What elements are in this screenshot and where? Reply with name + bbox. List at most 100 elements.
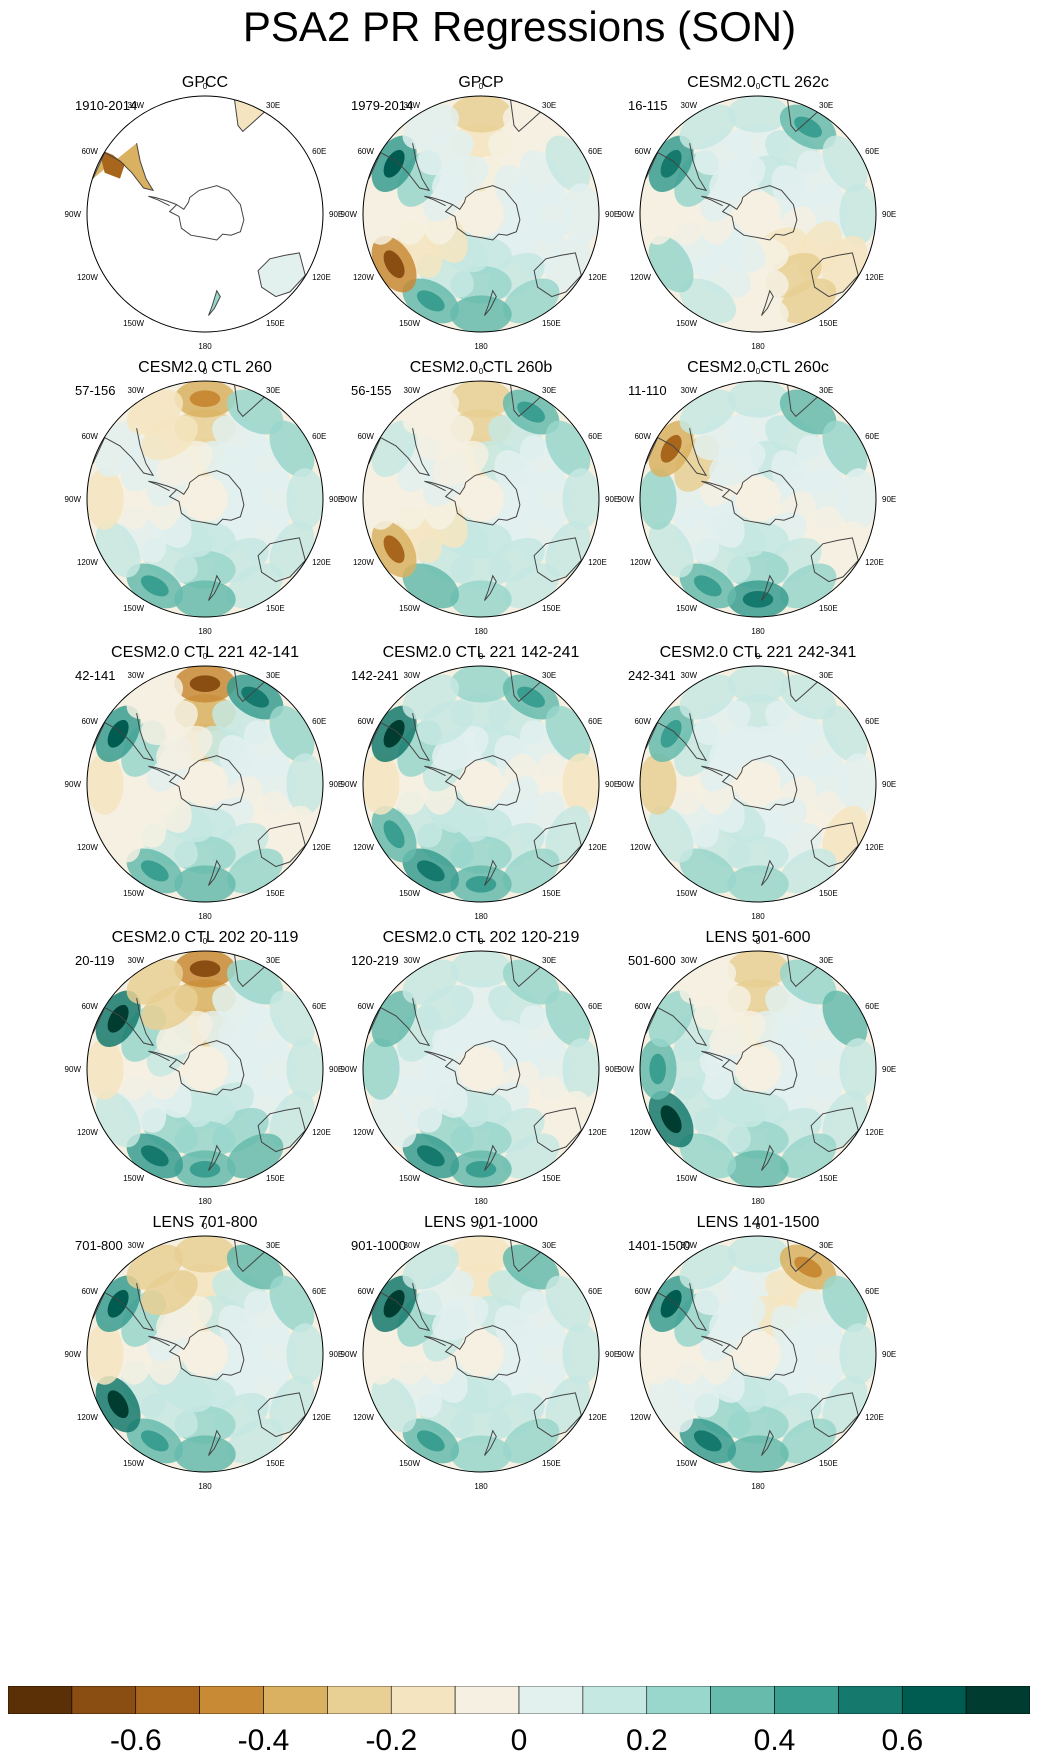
longitude-label: 120E [865,558,884,567]
longitude-label: 30E [819,671,833,680]
longitude-label: 180 [751,1482,765,1491]
colorbar [8,1686,1030,1714]
longitude-label: 0 [479,652,484,661]
coastline [721,1040,798,1096]
longitude-label: 0 [756,82,761,91]
longitude-label: 150W [123,604,144,613]
coastline [761,859,774,886]
map-border [639,950,877,1188]
map-border [639,95,877,333]
longitude-label: 90W [65,495,82,504]
anomaly-core [465,876,497,893]
panel-years: 901-1000 [351,1238,406,1253]
polar-map: 0 30E 60E 90E 120E 150E 180 150W 120W 90W 60W 30W [341,82,620,351]
longitude-label: 120E [312,1413,331,1422]
longitude-label: 180 [751,1197,765,1206]
anomaly-blob [545,990,591,1048]
longitude-label: 60W [634,432,651,441]
anomaly-blob [779,389,837,435]
anomaly-blob [174,1435,236,1472]
colorbar-box [454,1686,520,1714]
colorbar-box [518,1686,584,1714]
coastline [368,428,431,477]
anomaly-blob [822,1275,868,1333]
longitude-label: 90W [65,1350,82,1359]
anomaly-blob [450,1236,512,1273]
polar-map: 0 30E 60E 90E 120E 150E 180 150W 120W 90W 60W 30W [618,652,897,921]
longitude-label: 120W [353,1413,374,1422]
anomaly-blob [779,278,837,324]
map-panel: CESM2.0 CTL 202 20-119 20-119 0 30E 60E 90E 12… [55,921,355,1221]
longitude-label: 150E [542,604,561,613]
longitude-label: 120W [77,558,98,567]
longitude-label: 60E [312,717,326,726]
coastline [533,1107,582,1153]
longitude-label: 150W [399,889,420,898]
anomaly-blob [839,1038,876,1100]
anomaly-blob [286,468,323,530]
panel-years: 20-119 [75,953,115,968]
anomaly-core [517,401,545,423]
land-anomaly [258,252,306,297]
longitude-label: 180 [198,912,212,921]
colorbar-box [390,1686,456,1714]
anomaly-blob [502,1133,560,1179]
longitude-label: 150E [542,889,561,898]
map-panel: CESM2.0 CTL 260 57-156 0 30E 60E 90E 120E 150E 1… [55,351,355,651]
longitude-label: 90E [882,495,896,504]
longitude-label: 30W [128,1241,145,1250]
anomaly-blob [269,420,315,478]
anomaly-blob [679,278,737,324]
anomaly-blob [402,389,460,435]
coastline [510,384,543,418]
anomaly-blob [727,1435,789,1472]
anomaly-blob [87,468,124,530]
coastline [510,669,543,703]
anomaly-blob [679,389,737,435]
longitude-label: 90W [618,1065,635,1074]
panel-years: 1979-2014 [351,98,414,113]
longitude-label: 90W [618,1350,635,1359]
anomaly-core [107,1390,129,1419]
anomaly-blob [126,1244,184,1290]
coastline [368,143,431,192]
longitude-label: 180 [474,1197,488,1206]
anomaly-blob [822,705,868,763]
longitude-label: 60W [81,1002,98,1011]
coastline [148,480,177,492]
anomaly-core [794,116,822,138]
longitude-label: 0 [203,82,208,91]
longitude-label: 120W [630,273,651,282]
anomaly-blob [648,520,694,578]
coastline [208,574,221,601]
longitude-label: 90W [341,1350,358,1359]
longitude-label: 150W [123,319,144,328]
coastline [484,1429,497,1456]
coastline [368,998,431,1047]
longitude-label: 90E [329,495,343,504]
longitude-label: 150W [676,889,697,898]
longitude-label: 60W [634,1287,651,1296]
anomaly-core [189,390,221,407]
anomaly-core [416,1145,445,1167]
longitude-label: 30E [542,956,556,965]
map-panel: LENS 501-600 501-600 0 30E 60E 90E 120E 150E 180… [608,921,908,1221]
anomaly-blob [640,468,677,530]
anomaly-blob [95,520,141,578]
longitude-label: 150E [266,1459,285,1468]
anomaly-blob [679,1133,737,1179]
anomaly-blob [450,295,512,332]
anomaly-blob [363,183,400,245]
coastline [533,1392,582,1438]
anomaly-blob [371,990,417,1048]
longitude-label: 30W [681,956,698,965]
anomaly-blob [371,420,417,478]
polar-map: 0 30E 60E 90E 120E 150E 180 150W 120W 90W 60W 30W [618,82,897,351]
map-border [362,95,600,333]
colorbar-box [135,1686,200,1714]
longitude-label: 150W [399,1459,420,1468]
anomaly-blob [779,959,837,1005]
longitude-label: 120W [353,273,374,282]
coastline [234,954,267,988]
longitude-label: 150E [819,604,838,613]
